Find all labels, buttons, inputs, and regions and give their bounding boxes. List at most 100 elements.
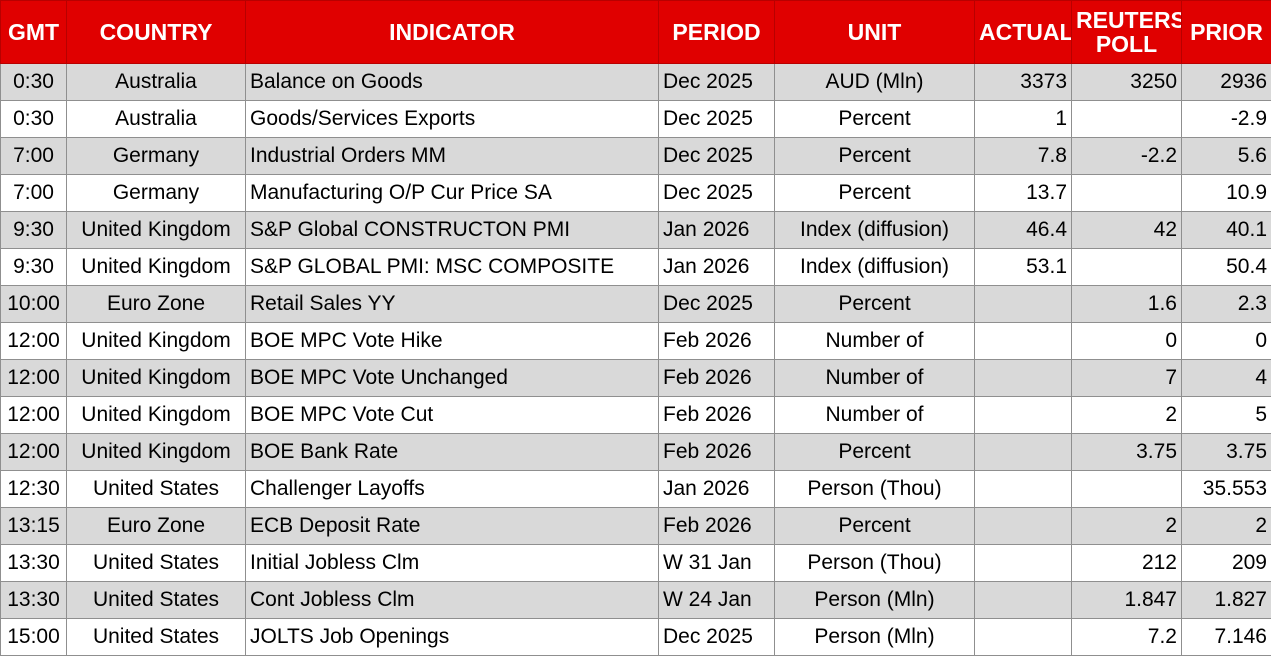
unit-cell: Number of [775, 397, 975, 434]
reuters-poll-cell [1072, 101, 1182, 138]
unit-cell: Percent [775, 175, 975, 212]
gmt-cell: 7:00 [1, 175, 67, 212]
indicator-cell: BOE MPC Vote Unchanged [246, 360, 659, 397]
period-cell: W 24 Jan [659, 582, 775, 619]
country-cell: United Kingdom [67, 360, 246, 397]
gmt-cell: 12:00 [1, 397, 67, 434]
country-cell: Germany [67, 138, 246, 175]
period-cell: Dec 2025 [659, 138, 775, 175]
header-reuters-line1: REUTERS [1076, 7, 1182, 33]
indicator-cell: Goods/Services Exports [246, 101, 659, 138]
period-cell: Jan 2026 [659, 471, 775, 508]
country-cell: United States [67, 545, 246, 582]
country-cell: Euro Zone [67, 286, 246, 323]
header-row: GMT COUNTRY INDICATOR PERIOD UNIT ACTUAL… [1, 1, 1271, 64]
prior-cell: 2 [1182, 508, 1271, 545]
prior-cell: 2936 [1182, 64, 1271, 101]
period-cell: W 31 Jan [659, 545, 775, 582]
unit-cell: Number of [775, 323, 975, 360]
gmt-cell: 9:30 [1, 212, 67, 249]
period-cell: Feb 2026 [659, 323, 775, 360]
prior-cell: 2.3 [1182, 286, 1271, 323]
country-cell: Germany [67, 175, 246, 212]
unit-cell: Index (diffusion) [775, 249, 975, 286]
period-cell: Jan 2026 [659, 249, 775, 286]
country-cell: Australia [67, 64, 246, 101]
indicator-cell: Cont Jobless Clm [246, 582, 659, 619]
actual-cell [975, 582, 1072, 619]
indicator-cell: S&P Global CONSTRUCTON PMI [246, 212, 659, 249]
prior-cell: 4 [1182, 360, 1271, 397]
indicator-cell: Initial Jobless Clm [246, 545, 659, 582]
country-cell: United Kingdom [67, 212, 246, 249]
gmt-cell: 12:00 [1, 434, 67, 471]
prior-cell: 5.6 [1182, 138, 1271, 175]
country-cell: United Kingdom [67, 434, 246, 471]
unit-cell: Index (diffusion) [775, 212, 975, 249]
unit-cell: Person (Mln) [775, 619, 975, 656]
country-cell: United States [67, 471, 246, 508]
unit-cell: Person (Thou) [775, 545, 975, 582]
header-prior: PRIOR [1182, 1, 1271, 64]
gmt-cell: 7:00 [1, 138, 67, 175]
reuters-poll-cell [1072, 175, 1182, 212]
country-cell: United Kingdom [67, 323, 246, 360]
unit-cell: Percent [775, 286, 975, 323]
reuters-poll-cell: 2 [1072, 508, 1182, 545]
header-actual: ACTUAL [975, 1, 1072, 64]
unit-cell: Person (Thou) [775, 471, 975, 508]
period-cell: Feb 2026 [659, 434, 775, 471]
actual-cell [975, 471, 1072, 508]
prior-cell: -2.9 [1182, 101, 1271, 138]
reuters-poll-cell: 7.2 [1072, 619, 1182, 656]
reuters-poll-cell: -2.2 [1072, 138, 1182, 175]
unit-cell: Percent [775, 101, 975, 138]
country-cell: United Kingdom [67, 249, 246, 286]
country-cell: United Kingdom [67, 397, 246, 434]
country-cell: United States [67, 619, 246, 656]
actual-cell: 13.7 [975, 175, 1072, 212]
reuters-poll-cell [1072, 471, 1182, 508]
reuters-poll-cell: 3.75 [1072, 434, 1182, 471]
actual-cell [975, 619, 1072, 656]
prior-cell: 3.75 [1182, 434, 1271, 471]
country-cell: Euro Zone [67, 508, 246, 545]
indicator-cell: Retail Sales YY [246, 286, 659, 323]
reuters-poll-cell: 0 [1072, 323, 1182, 360]
actual-cell [975, 508, 1072, 545]
prior-cell: 40.1 [1182, 212, 1271, 249]
period-cell: Dec 2025 [659, 619, 775, 656]
gmt-cell: 9:30 [1, 249, 67, 286]
header-country: COUNTRY [67, 1, 246, 64]
gmt-cell: 12:30 [1, 471, 67, 508]
gmt-cell: 12:00 [1, 360, 67, 397]
reuters-poll-cell: 42 [1072, 212, 1182, 249]
prior-cell: 209 [1182, 545, 1271, 582]
actual-cell [975, 434, 1072, 471]
gmt-cell: 10:00 [1, 286, 67, 323]
prior-cell: 35.553 [1182, 471, 1271, 508]
unit-cell: Percent [775, 434, 975, 471]
unit-cell: Percent [775, 508, 975, 545]
reuters-poll-cell: 212 [1072, 545, 1182, 582]
actual-cell: 7.8 [975, 138, 1072, 175]
header-period: PERIOD [659, 1, 775, 64]
actual-cell: 46.4 [975, 212, 1072, 249]
gmt-cell: 0:30 [1, 64, 67, 101]
reuters-poll-cell: 2 [1072, 397, 1182, 434]
indicator-cell: S&P GLOBAL PMI: MSC COMPOSITE [246, 249, 659, 286]
prior-cell: 50.4 [1182, 249, 1271, 286]
header-reuters-line2: POLL [1096, 31, 1157, 57]
header-indicator: INDICATOR [246, 1, 659, 64]
prior-cell: 1.827 [1182, 582, 1271, 619]
indicator-cell: ECB Deposit Rate [246, 508, 659, 545]
indicator-cell: Manufacturing O/P Cur Price SA [246, 175, 659, 212]
